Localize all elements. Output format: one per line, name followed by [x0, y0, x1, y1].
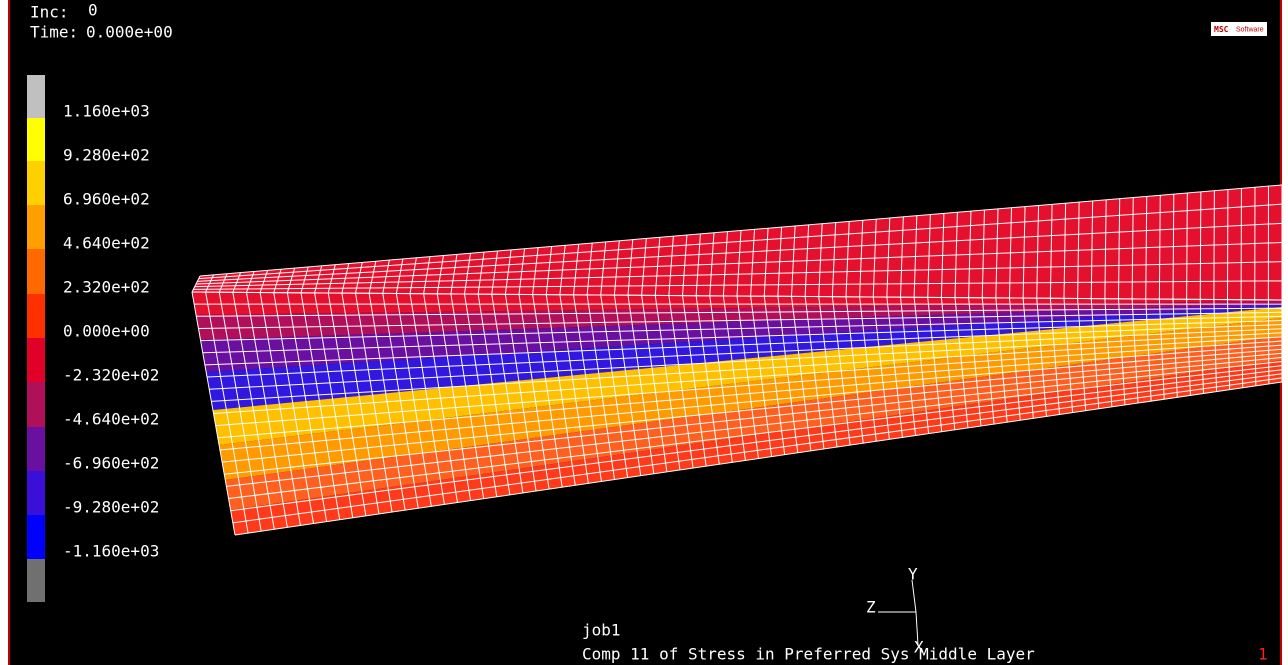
time-value: 0.000e+00 [86, 23, 173, 42]
logo-msc: MSC [1214, 25, 1229, 34]
legend-label: -9.280e+02 [63, 498, 159, 517]
legend-label: 4.640e+02 [63, 234, 150, 253]
result-description: Comp 11 of Stress in Preferred Sys Middl… [582, 645, 1035, 664]
legend-band [27, 161, 45, 205]
legend-band [27, 338, 45, 382]
legend-label: -6.960e+02 [63, 454, 159, 473]
legend-band [27, 471, 45, 515]
job-name: job1 [582, 621, 621, 640]
legend-label: -1.160e+03 [63, 542, 159, 561]
viewport: 1.160e+03 9.280e+02 6.960e+02 4.640e+02 2.32… [0, 0, 1288, 665]
legend-band [27, 294, 45, 338]
legend-band [27, 205, 45, 249]
logo: MSC Software [1211, 22, 1267, 36]
legend-band [27, 249, 45, 294]
axis-y-label: Y [908, 565, 918, 584]
legend-label: -2.320e+02 [63, 366, 159, 385]
legend-band [27, 118, 45, 161]
legend-label: -4.640e+02 [63, 410, 159, 429]
inc-label: Inc: [30, 3, 69, 22]
page: 1.160e+03 9.280e+02 6.960e+02 4.640e+02 2.32… [0, 0, 1288, 665]
inc-value: 0 [88, 1, 98, 20]
legend-label: 9.280e+02 [63, 146, 150, 165]
logo-software: Software [1236, 26, 1264, 33]
axis-z-label: Z [866, 598, 876, 617]
time-label: Time: [30, 23, 78, 42]
window-number: 1 [1258, 645, 1268, 664]
legend-band [27, 75, 45, 118]
legend-label: 1.160e+03 [63, 102, 150, 121]
legend-label: 6.960e+02 [63, 190, 150, 209]
legend-label: 0.000e+00 [63, 322, 150, 341]
legend-band [27, 382, 45, 427]
legend-label: 2.320e+02 [63, 278, 150, 297]
legend-band [27, 515, 45, 559]
legend-band [27, 427, 45, 471]
legend-band [27, 559, 45, 602]
